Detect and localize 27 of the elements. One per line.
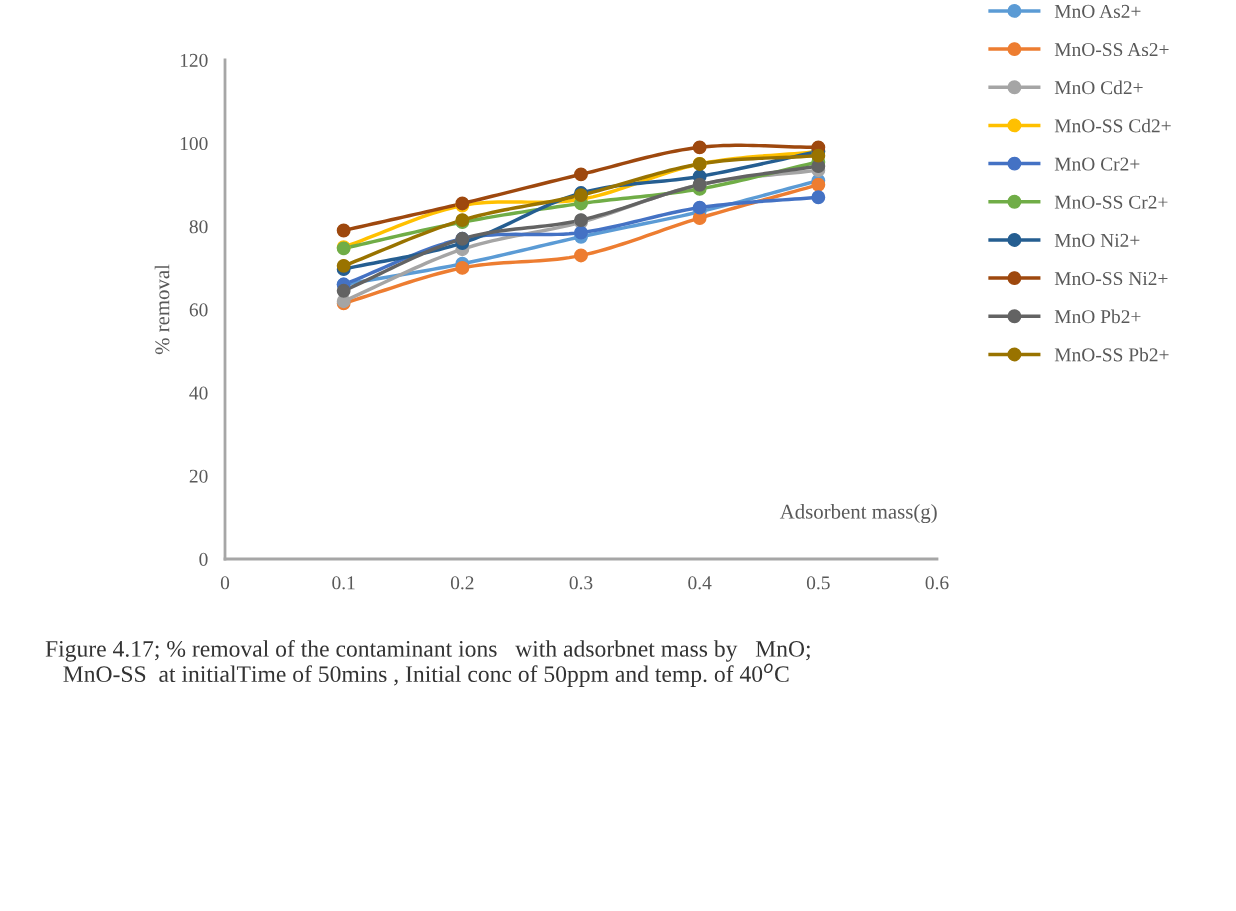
- y-tick-label: 80: [189, 220, 208, 234]
- x-tick-label: 0.4: [688, 576, 712, 590]
- legend-label: MnO-SS Cr2+: [1054, 195, 1168, 209]
- y-tick-label: 40: [189, 386, 208, 400]
- y-tick-label: 120: [180, 53, 208, 67]
- x-tick-label: 0: [220, 576, 230, 590]
- y-axis-title: % removal: [154, 264, 170, 355]
- legend-label: MnO-SS Ni2+: [1054, 272, 1168, 286]
- legend-label: MnO As2+: [1054, 4, 1141, 18]
- legend-label: MnO Cd2+: [1054, 80, 1143, 95]
- legend-label: MnO Ni2+: [1054, 233, 1140, 247]
- x-tick-label: 0.6: [925, 576, 949, 590]
- legend-label: MnO Pb2+: [1054, 309, 1141, 324]
- x-tick-label: 0.1: [332, 576, 355, 590]
- legend-label: MnO-SS Cd2+: [1054, 118, 1171, 133]
- legend-label: MnO-SS Pb2+: [1054, 347, 1169, 362]
- caption: Figure 4.17; % removal of the contaminant ions with adsorbnet mass by MnO; MnO-SS at initialTime of 50mins , Initial conc of 50ppm and temp. of 40$^{o}$C: [45, 640, 810, 687]
- legend-label: MnO-SS As2+: [1054, 43, 1169, 57]
- y-tick-label: 0: [199, 552, 208, 566]
- x-tick-label: 0.2: [450, 576, 474, 590]
- y-tick-label: 20: [189, 469, 208, 483]
- x-tick-label: 0.5: [806, 576, 830, 590]
- y-tick-label: 100: [180, 136, 208, 151]
- x-axis-title: Adsorbent mass(g): [779, 504, 937, 524]
- legend-label: MnO Cr2+: [1054, 157, 1140, 171]
- y-tick-label: 60: [189, 303, 208, 317]
- x-tick-label: 0.3: [569, 576, 593, 590]
